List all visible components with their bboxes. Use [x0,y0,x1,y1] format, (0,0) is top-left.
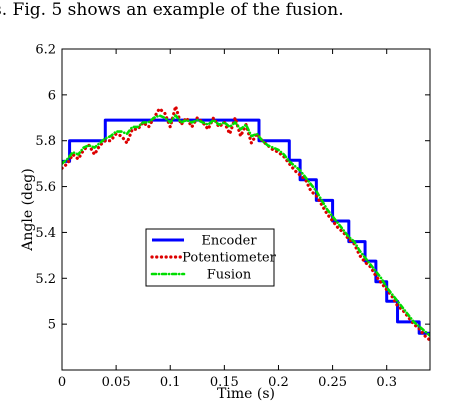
plot-layer [62,104,430,342]
legend-label-fusion: Fusion [207,268,252,283]
x-tick-label: 0.1 [160,375,181,390]
x-tick-label: 0 [58,375,66,390]
y-tick-label: 6 [48,88,56,103]
y-tick-label: 5.6 [35,180,56,195]
x-tick-label: 0.05 [102,375,131,390]
y-tick-label: 5.8 [35,134,56,149]
legend-label-encoder: Encoder [201,234,257,249]
plot-frame [61,48,431,371]
x-tick-label: 0.15 [210,375,239,390]
x-tick-label: 0.2 [268,375,289,390]
y-tick-label: 6.2 [35,43,56,58]
x-tick-label: 0.25 [318,375,347,390]
x-tick-label: 0.3 [376,375,397,390]
series-line-fusion [62,114,430,337]
ticks-layer: 0 0.05 0.1 0.15 0.2 0.25 0.3 5 5.2 5.4 5.6 5.8 6 6.2 [35,43,430,390]
series-line-potentiometer [62,104,430,342]
caption-label: s. Fig. 5 shows an example of the fusion… [0,0,344,20]
x-axis-label: Time (s) [217,386,275,402]
y-tick-label: 5 [48,318,56,333]
caption-text: s. Fig. 5 shows an example of the fusion… [0,0,474,24]
series-line-encoder [62,118,430,335]
y-axis-label: Angle (deg) [20,168,36,251]
legend-label-potentiometer: Potentiometer [182,251,276,266]
y-tick-label: 5.4 [35,226,56,241]
y-tick-label: 5.2 [35,272,56,287]
legend: Encoder Potentiometer Fusion [145,228,277,287]
